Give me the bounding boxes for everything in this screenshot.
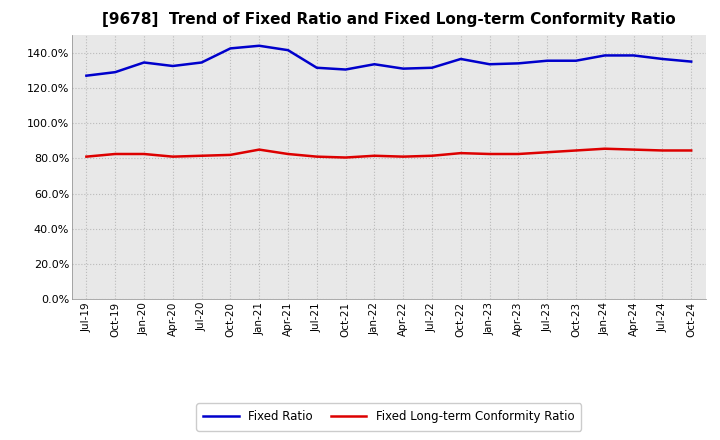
Fixed Long-term Conformity Ratio (456, 150, 465, 156)
Fixed Ratio (399, 66, 408, 71)
Fixed Long-term Conformity Ratio (111, 151, 120, 157)
Line: Fixed Ratio: Fixed Ratio (86, 46, 691, 76)
Fixed Ratio (312, 65, 321, 70)
Fixed Long-term Conformity Ratio (572, 148, 580, 153)
Fixed Long-term Conformity Ratio (168, 154, 177, 159)
Fixed Long-term Conformity Ratio (140, 151, 148, 157)
Line: Fixed Long-term Conformity Ratio: Fixed Long-term Conformity Ratio (86, 149, 691, 158)
Fixed Long-term Conformity Ratio (399, 154, 408, 159)
Fixed Ratio (687, 59, 696, 64)
Fixed Ratio (543, 58, 552, 63)
Fixed Ratio (456, 56, 465, 62)
Fixed Ratio (255, 43, 264, 48)
Fixed Long-term Conformity Ratio (312, 154, 321, 159)
Fixed Ratio (629, 53, 638, 58)
Fixed Long-term Conformity Ratio (600, 146, 609, 151)
Title: [9678]  Trend of Fixed Ratio and Fixed Long-term Conformity Ratio: [9678] Trend of Fixed Ratio and Fixed Lo… (102, 12, 675, 27)
Fixed Ratio (572, 58, 580, 63)
Fixed Long-term Conformity Ratio (341, 155, 350, 160)
Fixed Ratio (140, 60, 148, 65)
Fixed Long-term Conformity Ratio (543, 150, 552, 155)
Fixed Ratio (284, 48, 292, 53)
Fixed Long-term Conformity Ratio (284, 151, 292, 157)
Fixed Ratio (600, 53, 609, 58)
Fixed Ratio (341, 67, 350, 72)
Fixed Long-term Conformity Ratio (658, 148, 667, 153)
Legend: Fixed Ratio, Fixed Long-term Conformity Ratio: Fixed Ratio, Fixed Long-term Conformity … (197, 403, 581, 431)
Fixed Ratio (485, 62, 494, 67)
Fixed Ratio (370, 62, 379, 67)
Fixed Long-term Conformity Ratio (370, 153, 379, 158)
Fixed Ratio (82, 73, 91, 78)
Fixed Long-term Conformity Ratio (629, 147, 638, 152)
Fixed Long-term Conformity Ratio (197, 153, 206, 158)
Fixed Ratio (111, 70, 120, 75)
Fixed Ratio (197, 60, 206, 65)
Fixed Ratio (658, 56, 667, 62)
Fixed Long-term Conformity Ratio (255, 147, 264, 152)
Fixed Long-term Conformity Ratio (82, 154, 91, 159)
Fixed Long-term Conformity Ratio (428, 153, 436, 158)
Fixed Ratio (428, 65, 436, 70)
Fixed Long-term Conformity Ratio (226, 152, 235, 158)
Fixed Long-term Conformity Ratio (687, 148, 696, 153)
Fixed Ratio (226, 46, 235, 51)
Fixed Long-term Conformity Ratio (514, 151, 523, 157)
Fixed Long-term Conformity Ratio (485, 151, 494, 157)
Fixed Ratio (168, 63, 177, 69)
Fixed Ratio (514, 61, 523, 66)
